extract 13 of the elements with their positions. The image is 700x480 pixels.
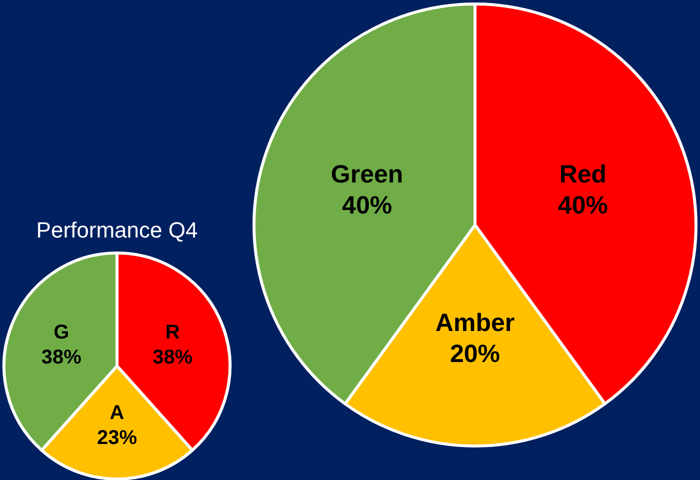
data-label: 38%: [41, 346, 82, 368]
data-label: 23%: [96, 427, 138, 449]
data-label: 40%: [342, 192, 392, 220]
slice-label: Amber: [435, 308, 515, 337]
data-label: 38%: [152, 346, 193, 368]
chart-title: Performance Q4: [36, 218, 198, 242]
data-label: 20%: [450, 340, 500, 368]
slice-label: R: [165, 321, 180, 344]
slice-label: Green: [330, 160, 404, 188]
slice-label: G: [54, 321, 70, 344]
slice-label: Red: [559, 160, 607, 188]
slice-label: A: [110, 402, 124, 424]
data-label: 40%: [558, 192, 608, 220]
